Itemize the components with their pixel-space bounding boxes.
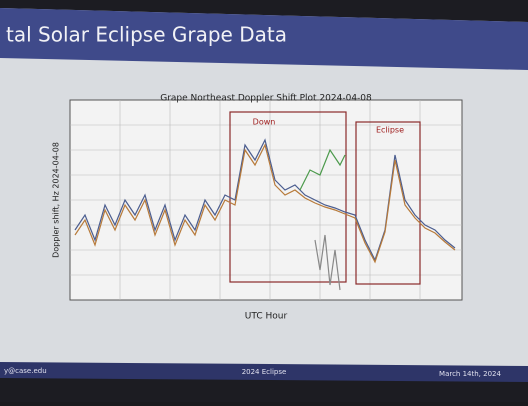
- footer-center: 2024 Eclipse: [242, 368, 287, 376]
- figure-title: Grape Northeast Doppler Shift Plot 2024-…: [160, 94, 372, 104]
- y-axis-label: Doppler shift, Hz 2024-04-08: [52, 142, 61, 258]
- page: tal Solar Eclipse Grape Data Grape North…: [0, 0, 528, 402]
- slide-title: tal Solar Eclipse Grape Data: [6, 23, 287, 47]
- annotation: Down: [253, 118, 276, 127]
- footer-right: March 14th, 2024: [439, 370, 501, 378]
- x-axis-label: UTC Hour: [245, 312, 288, 322]
- annotation: Eclipse: [376, 126, 404, 135]
- slide-photo: tal Solar Eclipse Grape Data Grape North…: [0, 0, 528, 402]
- footer-left: y@case.edu: [4, 367, 47, 375]
